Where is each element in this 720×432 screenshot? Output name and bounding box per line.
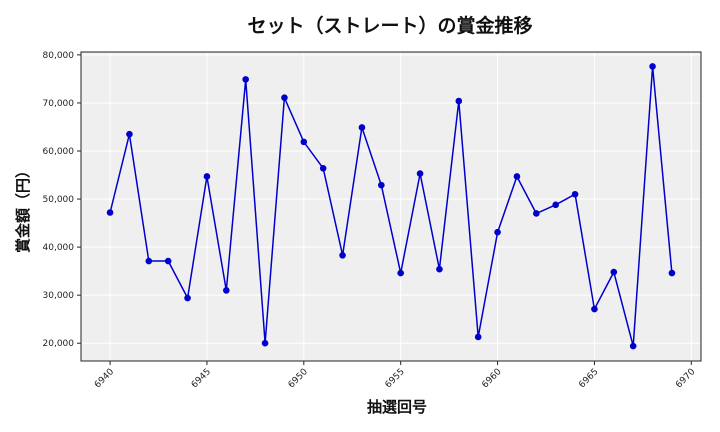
y-tick-label: 20,000 (43, 339, 75, 349)
y-tick-label: 80,000 (43, 51, 75, 61)
data-point (378, 181, 385, 189)
data-point (281, 94, 288, 101)
data-point (203, 173, 211, 180)
data-point (436, 265, 443, 273)
x-tick-label: 6950 (287, 367, 310, 390)
data-point (300, 138, 308, 146)
data-point (223, 287, 230, 294)
data-point (397, 269, 404, 277)
grid-lines (81, 52, 701, 361)
data-point (455, 97, 463, 105)
x-tick-label: 6960 (480, 367, 503, 390)
data-point (339, 251, 346, 259)
y-tick-label: 40,000 (43, 243, 75, 253)
data-point (145, 257, 153, 265)
x-axis-label: 抽選回号 (367, 398, 427, 416)
y-tick-label: 50,000 (43, 195, 75, 205)
data-point (649, 63, 656, 70)
data-point (629, 342, 637, 350)
data-point (416, 170, 424, 177)
x-tick-label: 6970 (674, 367, 697, 390)
x-tick-label: 6965 (577, 367, 600, 390)
x-tick-label: 6945 (190, 367, 213, 390)
data-point (513, 173, 521, 180)
data-point (533, 210, 540, 217)
data-point (126, 130, 133, 138)
data-point (494, 228, 501, 236)
x-tick-label: 6955 (384, 367, 407, 390)
plot-area (81, 52, 701, 361)
data-point (242, 76, 249, 83)
data-point (474, 333, 482, 341)
data-point (552, 201, 559, 209)
data-point (106, 209, 114, 216)
series-line (109, 66, 673, 347)
data-point (571, 190, 579, 198)
data-point (591, 305, 598, 313)
data-point (610, 268, 618, 276)
data-series (106, 63, 676, 350)
data-point (184, 294, 191, 302)
y-tick-label: 70,000 (43, 99, 75, 109)
data-point (261, 339, 269, 347)
x-axis-ticks: 6940 6945 6950 6955 6960 6965 6970 (93, 361, 698, 390)
data-point (358, 124, 366, 131)
x-tick-label: 6940 (93, 367, 116, 390)
y-tick-label: 60,000 (43, 147, 75, 157)
y-axis-label: 賞金額（円） (14, 163, 32, 253)
plot-frame (80, 51, 702, 362)
data-point (668, 269, 676, 277)
y-axis-ticks: 20,000 30,000 40,000 50,000 60,000 70,000 80,0… (43, 51, 81, 349)
data-point (164, 257, 172, 265)
y-tick-label: 30,000 (43, 291, 75, 301)
data-point (319, 164, 327, 172)
chart-title: セット（ストレート）の賞金推移 (247, 14, 532, 37)
